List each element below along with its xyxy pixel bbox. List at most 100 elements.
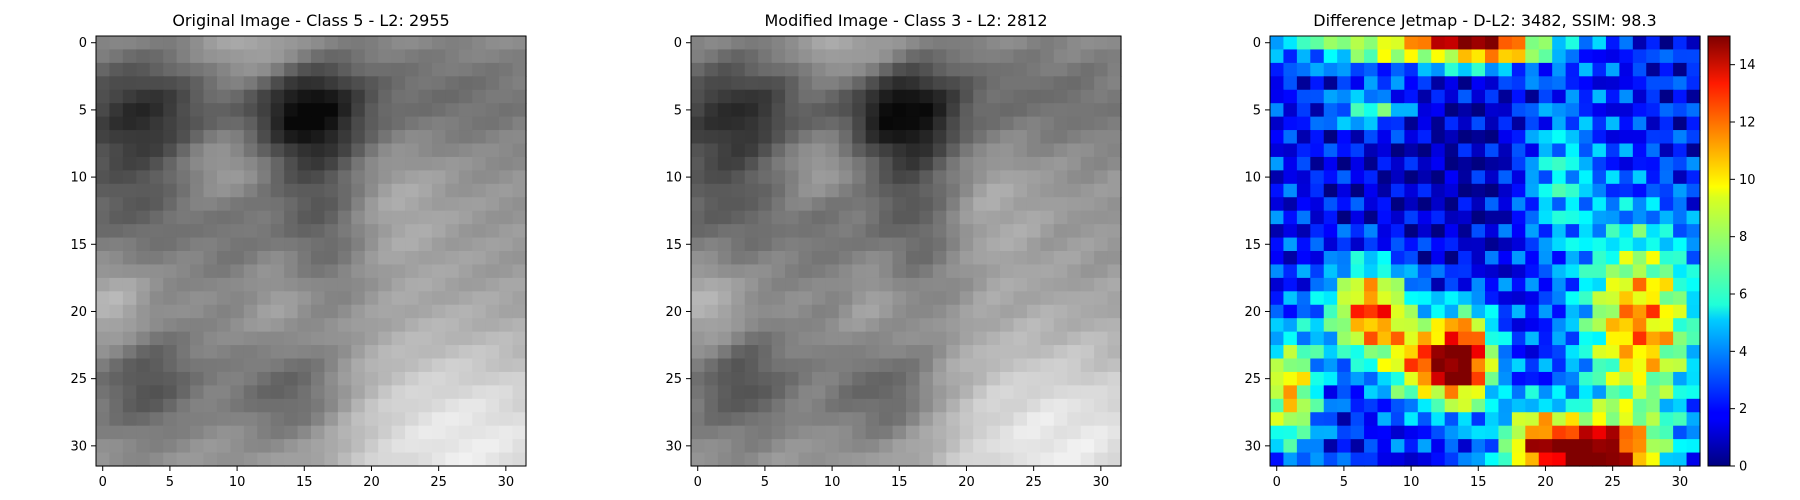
pixel [906,183,921,198]
pixel [932,345,947,360]
pixel [879,76,894,91]
pixel [378,425,393,440]
pixel [852,371,867,386]
pixel [1579,143,1594,158]
pixel [1579,36,1594,51]
pixel [1444,264,1459,279]
pixel [1053,237,1068,252]
pixel [906,251,921,266]
pixel [391,264,406,279]
pixel [1431,264,1446,279]
pixel [1067,371,1082,386]
pixel [337,197,352,212]
pixel [1686,76,1701,91]
pixel [1646,304,1661,319]
pixel [1000,89,1015,104]
pixel [1552,358,1567,373]
pixel [879,331,894,346]
pixel [811,425,826,440]
pixel [1013,116,1028,131]
pixel [136,210,151,225]
pixel [1605,89,1620,104]
pixel [879,130,894,145]
pixel [337,412,352,427]
pixel [704,36,719,51]
pixel [798,304,813,319]
pixel [892,398,907,413]
pixel [431,425,446,440]
pixel [1686,143,1701,158]
pixel [892,318,907,333]
pixel [1471,358,1486,373]
pixel [405,49,420,64]
pixel [243,412,258,427]
pixel [1579,452,1594,467]
pixel [1040,358,1055,373]
pixel [351,318,366,333]
pixel [324,130,339,145]
pixel [1511,331,1526,346]
pixel [418,76,433,91]
pixel [1000,116,1015,131]
pixel [1107,425,1122,440]
pixel [230,197,245,212]
pixel [919,170,934,185]
pixel [785,345,800,360]
pixel [324,237,339,252]
pixel [485,170,500,185]
pixel [1417,398,1432,413]
pixel [865,183,880,198]
pixel [852,291,867,306]
pixel [717,318,732,333]
pixel [1592,277,1607,292]
pixel [311,76,326,91]
pixel [986,385,1001,400]
pixel [1337,452,1352,467]
pixel [163,291,178,306]
pixel [1107,385,1122,400]
pixel [1525,143,1540,158]
pixel [771,398,786,413]
pixel [1026,331,1041,346]
pixel [1498,116,1513,131]
pixel [1364,318,1379,333]
pixel [879,318,894,333]
pixel [391,425,406,440]
pixel [811,304,826,319]
pixel [230,76,245,91]
pixel [959,345,974,360]
pixel [445,425,460,440]
pixel [838,36,853,51]
pixel [879,170,894,185]
pixel [1431,103,1446,118]
pixel [1404,130,1419,145]
pixel [906,89,921,104]
pixel [1283,264,1298,279]
pixel [1686,89,1701,104]
x-tick-label: 10 [824,475,841,490]
pixel [1107,304,1122,319]
pixel [1471,251,1486,266]
pixel [499,76,514,91]
pixel [1040,49,1055,64]
pixel [176,371,191,386]
pixel [1646,425,1661,440]
pixel [337,277,352,292]
pixel [865,385,880,400]
pixel [1107,170,1122,185]
pixel [109,277,124,292]
pixel [1296,76,1311,91]
pixel [1498,183,1513,198]
pixel [1296,277,1311,292]
pixel [243,398,258,413]
pixel [1511,412,1526,427]
pixel [811,358,826,373]
pixel [418,170,433,185]
pixel [1026,398,1041,413]
pixel [1364,331,1379,346]
pixel [512,224,527,239]
pixel [203,143,218,158]
pixel [1013,425,1028,440]
pixel [1686,291,1701,306]
pixel [1431,49,1446,64]
